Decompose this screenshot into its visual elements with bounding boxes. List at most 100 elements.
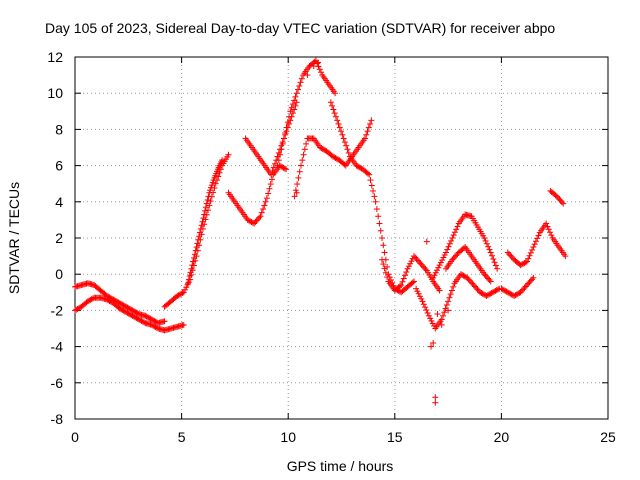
data-point xyxy=(299,157,306,164)
data-point xyxy=(532,238,539,245)
data-point xyxy=(499,286,506,293)
data-point xyxy=(225,151,232,158)
data-point xyxy=(280,164,287,171)
data-point xyxy=(450,232,457,239)
data-point xyxy=(422,266,429,273)
data-point xyxy=(517,289,524,296)
data-point xyxy=(363,131,370,138)
x-tick-label: 10 xyxy=(280,429,296,445)
data-point xyxy=(338,128,345,135)
data-point xyxy=(506,250,513,257)
data-point xyxy=(404,265,411,272)
data-point xyxy=(465,276,472,283)
data-point xyxy=(282,130,289,137)
data-point xyxy=(430,274,437,281)
data-point xyxy=(200,215,207,222)
data-point xyxy=(291,97,298,104)
data-point xyxy=(448,237,455,244)
data-point xyxy=(461,273,468,280)
data-point xyxy=(275,157,282,164)
data-point xyxy=(143,313,150,320)
data-point xyxy=(300,151,307,158)
data-point xyxy=(410,278,417,285)
x-tick-label: 20 xyxy=(494,429,510,445)
data-point xyxy=(518,261,525,268)
data-point xyxy=(74,305,81,312)
data-point xyxy=(473,284,480,291)
data-point xyxy=(107,298,114,305)
data-point xyxy=(544,223,551,230)
data-point xyxy=(291,193,298,200)
data-point xyxy=(257,213,264,220)
data-point xyxy=(118,300,125,307)
data-point xyxy=(508,253,515,260)
data-point xyxy=(419,298,426,305)
data-point xyxy=(115,299,122,306)
data-point xyxy=(483,240,490,247)
data-point xyxy=(460,245,467,252)
data-point xyxy=(526,279,533,286)
data-point xyxy=(470,282,477,289)
y-tick-label: -2 xyxy=(51,302,64,318)
data-point xyxy=(304,72,311,79)
data-point xyxy=(123,309,130,316)
data-point xyxy=(219,157,226,164)
data-point xyxy=(530,274,537,281)
data-point xyxy=(318,145,325,152)
data-point xyxy=(445,298,452,305)
data-point xyxy=(365,124,372,131)
data-point xyxy=(429,320,436,327)
data-point xyxy=(190,258,197,265)
data-point xyxy=(381,265,388,272)
y-tick-label: -6 xyxy=(51,375,64,391)
data-point xyxy=(380,261,387,268)
data-point xyxy=(453,226,460,233)
data-point xyxy=(339,131,346,138)
data-point xyxy=(207,198,214,205)
data-point xyxy=(293,90,300,97)
data-point xyxy=(152,318,159,325)
data-point xyxy=(506,290,513,297)
data-point xyxy=(500,287,507,294)
data-point xyxy=(310,63,317,70)
y-tick-label: -8 xyxy=(51,411,64,427)
data-point xyxy=(435,264,442,271)
data-point xyxy=(125,305,132,312)
data-point xyxy=(204,196,211,203)
data-point xyxy=(409,279,416,286)
data-point xyxy=(447,291,454,298)
data-point xyxy=(526,252,533,259)
data-point xyxy=(425,312,432,319)
data-point xyxy=(494,265,501,272)
data-point xyxy=(132,308,139,315)
data-point xyxy=(432,399,439,406)
data-point xyxy=(353,162,360,169)
data-point xyxy=(440,254,447,261)
data-point xyxy=(379,235,386,241)
data-point xyxy=(535,232,542,239)
data-point xyxy=(270,164,277,171)
data-point xyxy=(330,106,337,113)
data-point xyxy=(487,290,494,297)
data-point xyxy=(116,305,123,312)
data-point xyxy=(439,257,446,264)
data-point xyxy=(137,317,144,324)
data-point xyxy=(445,243,452,250)
data-point xyxy=(343,142,350,149)
data-point xyxy=(279,140,286,147)
data-point xyxy=(422,304,429,311)
data-point xyxy=(381,249,388,256)
data-point xyxy=(134,310,141,317)
data-point xyxy=(146,315,153,322)
data-points xyxy=(72,57,569,406)
data-point xyxy=(441,309,448,316)
data-point xyxy=(498,285,505,292)
data-point xyxy=(459,271,466,278)
data-point xyxy=(280,135,287,142)
data-point xyxy=(142,312,149,319)
data-point xyxy=(130,313,137,320)
data-point xyxy=(415,290,422,297)
data-point xyxy=(205,193,212,200)
data-point xyxy=(481,271,488,278)
data-point xyxy=(521,259,528,266)
